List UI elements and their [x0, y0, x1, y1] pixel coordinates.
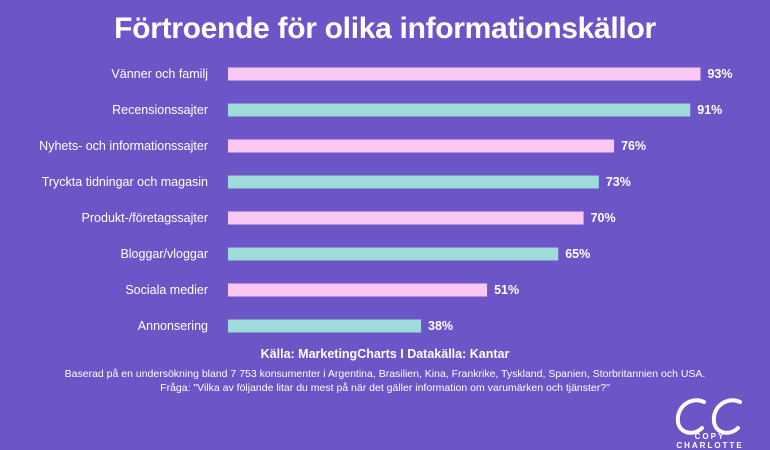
chart-title: Förtroende för olika informationskällor — [114, 12, 656, 45]
survey-note: Baserad på en undersökning bland 7 753 k… — [64, 368, 706, 380]
bar — [228, 211, 584, 225]
bar — [228, 175, 599, 189]
bar — [228, 139, 615, 153]
bar — [228, 103, 691, 117]
category-label: Bloggar/vloggar — [120, 247, 208, 261]
value-label: 73% — [606, 175, 631, 189]
value-label: 91% — [697, 103, 722, 117]
category-label: Tryckta tidningar och magasin — [42, 175, 208, 189]
bar — [228, 319, 422, 333]
value-label: 70% — [591, 211, 616, 225]
category-label: Recensionssajter — [112, 103, 208, 117]
category-label: Produkt-/företagssajter — [82, 211, 208, 225]
value-label: 65% — [565, 247, 590, 261]
source-line: Källa: MarketingCharts I Datakälla: Kant… — [260, 347, 510, 361]
category-label: Vänner och familj — [111, 67, 208, 81]
logo-text: COPY CHARLOTTE — [676, 432, 744, 450]
bar-chart: Vänner och familj 93% Recensionssajter 91% N… — [39, 67, 732, 333]
bar — [228, 67, 701, 81]
category-label: Sociala medier — [125, 283, 208, 297]
bar — [228, 247, 559, 261]
value-label: 93% — [707, 67, 732, 81]
value-label: 51% — [494, 283, 519, 297]
value-label: 76% — [621, 139, 646, 153]
survey-question: Fråga: "Vilka av följande litar du mest … — [160, 382, 610, 394]
copy-charlotte-logo-icon — [675, 398, 742, 435]
category-label: Annonsering — [138, 319, 208, 333]
category-label: Nyhets- och informationssajter — [39, 139, 208, 153]
bar — [228, 283, 488, 297]
value-label: 38% — [428, 319, 453, 333]
